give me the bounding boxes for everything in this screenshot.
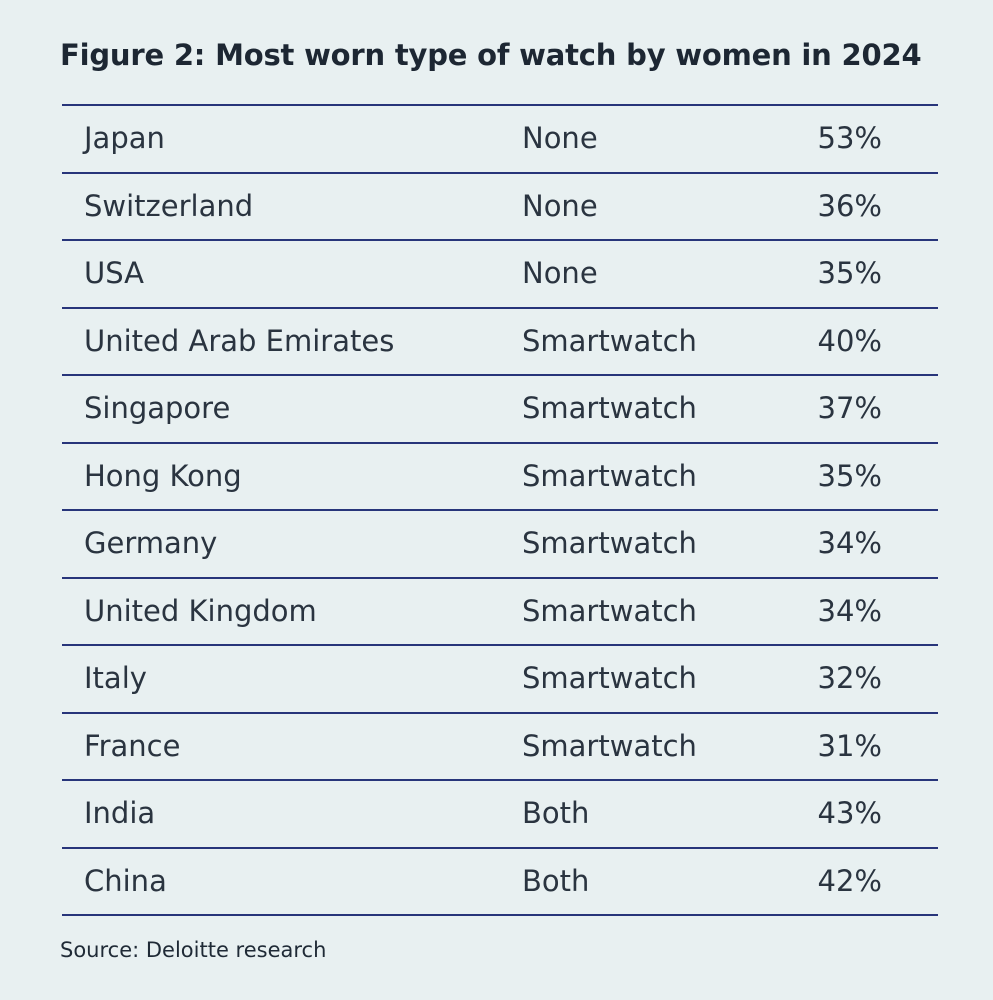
country-cell: Switzerland — [84, 188, 254, 223]
country-cell: Italy — [84, 661, 147, 695]
country-cell: Singapore — [84, 391, 231, 425]
country-cell: Japan — [84, 121, 165, 155]
table-row: China Both 42% — [62, 849, 938, 916]
data-table: Japan None 53% Switzerland None 36% USA None 35%… — [62, 104, 938, 916]
country-cell: India — [84, 796, 156, 830]
figure-title: Figure 2: Most worn type of watch by wom… — [60, 38, 922, 72]
watch-type-cell: Smartwatch — [522, 526, 697, 560]
table-row: Hong Kong Smartwatch 35% — [62, 444, 938, 511]
watch-type-cell: Both — [522, 796, 590, 830]
table-row: United Arab Emirates Smartwatch 40% — [62, 309, 938, 376]
watch-type-cell: Both — [522, 863, 590, 898]
watch-type-cell: Smartwatch — [522, 391, 697, 425]
country-cell: USA — [84, 256, 145, 290]
table-row: Japan None 53% — [62, 106, 938, 174]
table-row: United Kingdom Smartwatch 34% — [62, 579, 938, 646]
table-row: Italy Smartwatch 32% — [62, 646, 938, 714]
country-cell: China — [84, 863, 167, 898]
percentage-cell: 35% — [817, 256, 882, 290]
country-cell: France — [84, 728, 181, 763]
percentage-cell: 32% — [817, 661, 882, 695]
source-note: Source: Deloitte research — [60, 938, 327, 962]
watch-type-cell: Smartwatch — [522, 661, 697, 695]
table-row: India Both 43% — [62, 781, 938, 849]
country-cell: Germany — [84, 526, 218, 560]
percentage-cell: 53% — [817, 121, 882, 155]
watch-type-cell: Smartwatch — [522, 323, 697, 358]
country-cell: United Arab Emirates — [84, 323, 395, 358]
percentage-cell: 31% — [817, 728, 882, 763]
table-row: Germany Smartwatch 34% — [62, 511, 938, 579]
table-row: USA None 35% — [62, 241, 938, 309]
table-row: Singapore Smartwatch 37% — [62, 376, 938, 444]
country-cell: Hong Kong — [84, 458, 242, 493]
watch-type-cell: Smartwatch — [522, 458, 697, 493]
country-cell: United Kingdom — [84, 593, 317, 628]
percentage-cell: 34% — [817, 526, 882, 560]
table-row: France Smartwatch 31% — [62, 714, 938, 781]
percentage-cell: 42% — [817, 863, 882, 898]
watch-type-cell: None — [522, 121, 598, 155]
table-row: Switzerland None 36% — [62, 174, 938, 241]
watch-type-cell: Smartwatch — [522, 728, 697, 763]
percentage-cell: 40% — [817, 323, 882, 358]
percentage-cell: 43% — [817, 796, 882, 830]
percentage-cell: 35% — [817, 458, 882, 493]
watch-type-cell: None — [522, 188, 598, 223]
watch-type-cell: Smartwatch — [522, 593, 697, 628]
percentage-cell: 36% — [817, 188, 882, 223]
percentage-cell: 37% — [817, 391, 882, 425]
watch-type-cell: None — [522, 256, 598, 290]
percentage-cell: 34% — [817, 593, 882, 628]
